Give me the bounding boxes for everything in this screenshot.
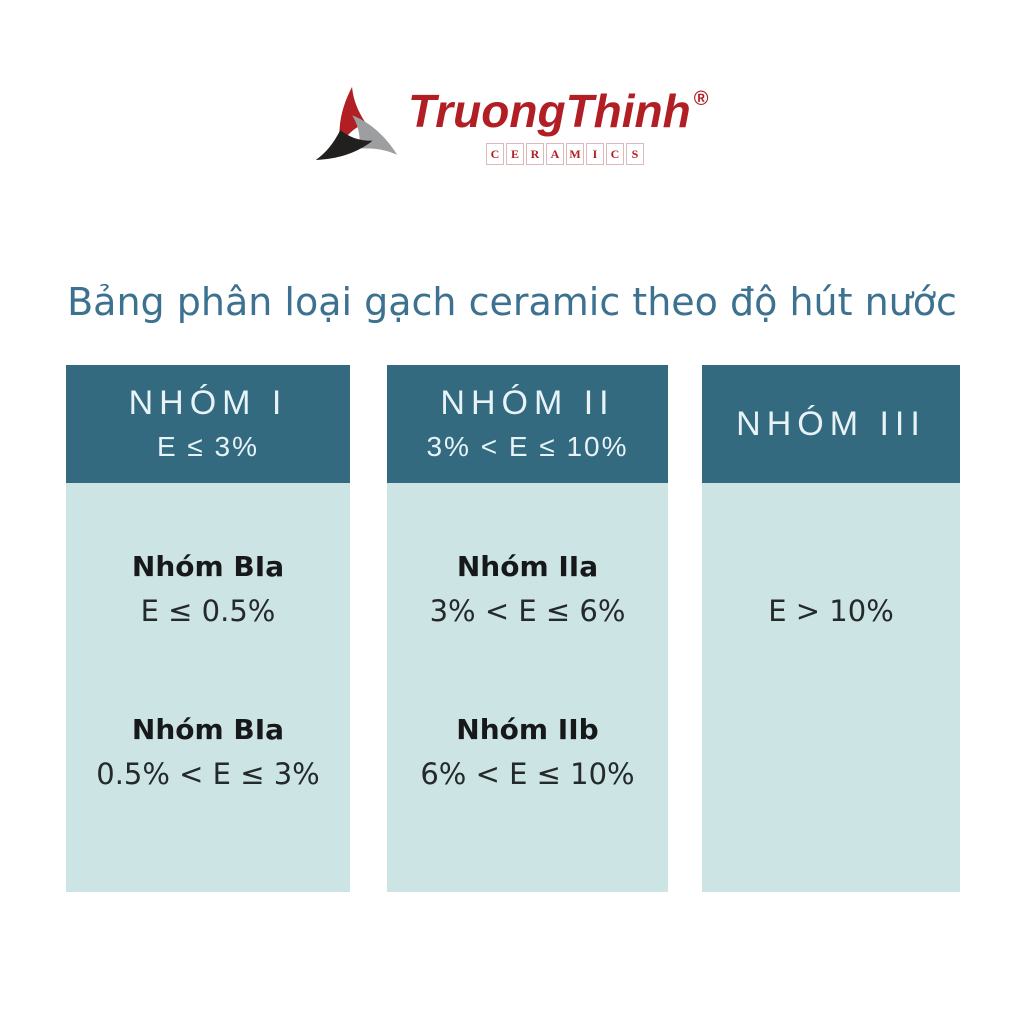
subgroup-range: 3% < E ≤ 6%	[429, 594, 626, 628]
ceramics-letter: E	[506, 143, 524, 165]
column-header-nhom-1: NHÓM I E ≤ 3%	[66, 365, 350, 483]
subgroup-name	[768, 545, 894, 589]
column-header-range: 3% < E ≤ 10%	[426, 431, 629, 462]
subgroup-name: Nhóm IIa	[456, 550, 599, 583]
brand-name-line: TruongThinh ®	[408, 85, 709, 147]
ceramics-letter: S	[626, 143, 644, 165]
subgroup-range: E > 10%	[768, 594, 894, 628]
column-header-nhom-3: NHÓM III	[702, 365, 960, 483]
logo-red-swoosh	[339, 86, 366, 146]
ceramics-letter: A	[546, 143, 564, 165]
subgroup-item: Nhóm IIb 6% < E ≤ 10%	[420, 708, 634, 796]
column-header-range: E ≤ 3%	[156, 431, 260, 462]
ceramics-letter: M	[566, 143, 584, 165]
brand-logo: TruongThinh ® C E R A M I C S	[300, 75, 740, 183]
column-header-title: NHÓM I	[128, 384, 288, 422]
page-title: Bảng phân loại gạch ceramic theo độ hút …	[67, 280, 957, 324]
classification-column-nhom-3: NHÓM III E > 10%	[702, 365, 960, 892]
subgroup-name: Nhóm BIa	[131, 550, 285, 583]
subgroup-name: Nhóm BIa	[131, 713, 285, 746]
classification-column-nhom-1: NHÓM I E ≤ 3% Nhóm BIa E ≤ 0.5% Nhóm BIa…	[66, 365, 350, 892]
subgroup-range: 6% < E ≤ 10%	[420, 757, 635, 791]
subgroup-item: Nhóm BIa E ≤ 0.5%	[132, 545, 284, 633]
classification-column-nhom-2: NHÓM II 3% < E ≤ 10% Nhóm IIa 3% < E ≤ 6…	[387, 365, 668, 892]
ceramics-letter: C	[486, 143, 504, 165]
column-body-nhom-2: Nhóm IIa 3% < E ≤ 6% Nhóm IIb 6% < E ≤ 1…	[387, 483, 668, 892]
brand-name: TruongThinh	[408, 85, 691, 137]
column-header-title: NHÓM II	[440, 384, 615, 422]
subgroup-item: Nhóm IIa 3% < E ≤ 6%	[430, 545, 626, 633]
column-header-nhom-2: NHÓM II 3% < E ≤ 10%	[387, 365, 668, 483]
subgroup-item: Nhóm BIa 0.5% < E ≤ 3%	[96, 708, 319, 796]
column-body-nhom-3: E > 10%	[702, 483, 960, 892]
column-body-nhom-1: Nhóm BIa E ≤ 0.5% Nhóm BIa 0.5% < E ≤ 3%	[66, 483, 350, 892]
subgroup-name: Nhóm IIb	[456, 713, 599, 746]
triangle-swoosh-logo-icon	[315, 86, 398, 160]
column-header-title: NHÓM III	[736, 405, 926, 443]
ceramics-letter: C	[606, 143, 624, 165]
ceramics-letter: I	[586, 143, 604, 165]
subgroup-range: E ≤ 0.5%	[140, 594, 276, 628]
logo-black-swoosh	[315, 129, 373, 160]
ceramics-letter: R	[526, 143, 544, 165]
subgroup-item: E > 10%	[768, 545, 894, 633]
subgroup-range: 0.5% < E ≤ 3%	[96, 757, 320, 791]
brand-subtitle-ceramics: C E R A M I C S	[486, 143, 644, 165]
registered-trademark-symbol: ®	[693, 88, 709, 110]
